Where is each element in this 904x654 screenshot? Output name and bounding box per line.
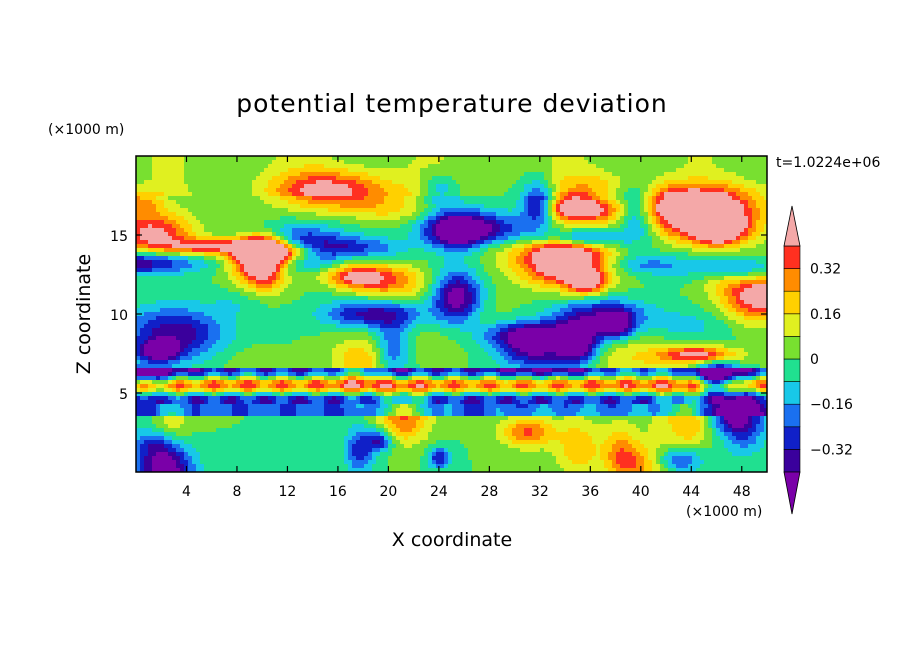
x-tick-label: 48 [733, 484, 751, 500]
x-axis-label: X coordinate [392, 529, 512, 551]
colorbar-tick-label: −0.16 [810, 397, 853, 413]
colorbar-extend-max [783, 205, 801, 247]
colorbar-band [783, 313, 801, 337]
x-axis: 4 8 12 16 20 24 28 32 36 40 44 48 [182, 156, 751, 500]
x-tick-label: 32 [531, 484, 549, 500]
colorbar-tick-label: 0 [810, 352, 819, 368]
colorbar-band [783, 426, 801, 450]
x-unit-label: (×1000 m) [686, 504, 762, 520]
y-axis-label: Z coordinate [73, 254, 95, 374]
colorbar-band [783, 358, 801, 382]
y-tick-label: 10 [110, 308, 128, 324]
colorbar-extend-min [783, 471, 801, 515]
colorbar-band [783, 290, 801, 315]
colorbar-band [783, 245, 801, 269]
contour-field [136, 156, 767, 472]
y-tick-label: 15 [110, 229, 128, 245]
x-tick-label: 4 [182, 484, 191, 500]
x-tick-label: 24 [430, 484, 448, 500]
x-tick-label: 16 [329, 484, 347, 500]
colorbar: 0.32 0.16 0 −0.16 −0.32 [783, 205, 853, 515]
x-tick-label: 20 [379, 484, 397, 500]
x-tick-label: 36 [581, 484, 599, 500]
x-tick-label: 44 [682, 484, 700, 500]
colorbar-band [783, 381, 801, 405]
colorbar-band [783, 403, 801, 428]
x-tick-label: 28 [480, 484, 498, 500]
colorbar-band [783, 449, 801, 473]
colorbar-tick-label: −0.32 [810, 442, 853, 458]
x-tick-label: 40 [632, 484, 650, 500]
y-tick-label: 5 [119, 387, 128, 403]
y-axis: 5 10 15 [110, 229, 767, 403]
colorbar-tick-label: 0.16 [810, 307, 841, 323]
colorbar-band [783, 336, 801, 360]
x-tick-label: 12 [279, 484, 297, 500]
colorbar-band [783, 268, 801, 292]
y-unit-label: (×1000 m) [48, 122, 124, 138]
time-label: t=1.0224e+06 [776, 155, 880, 171]
x-tick-label: 8 [232, 484, 241, 500]
chart-title: potential temperature deviation [236, 89, 667, 118]
colorbar-tick-label: 0.32 [810, 262, 841, 278]
